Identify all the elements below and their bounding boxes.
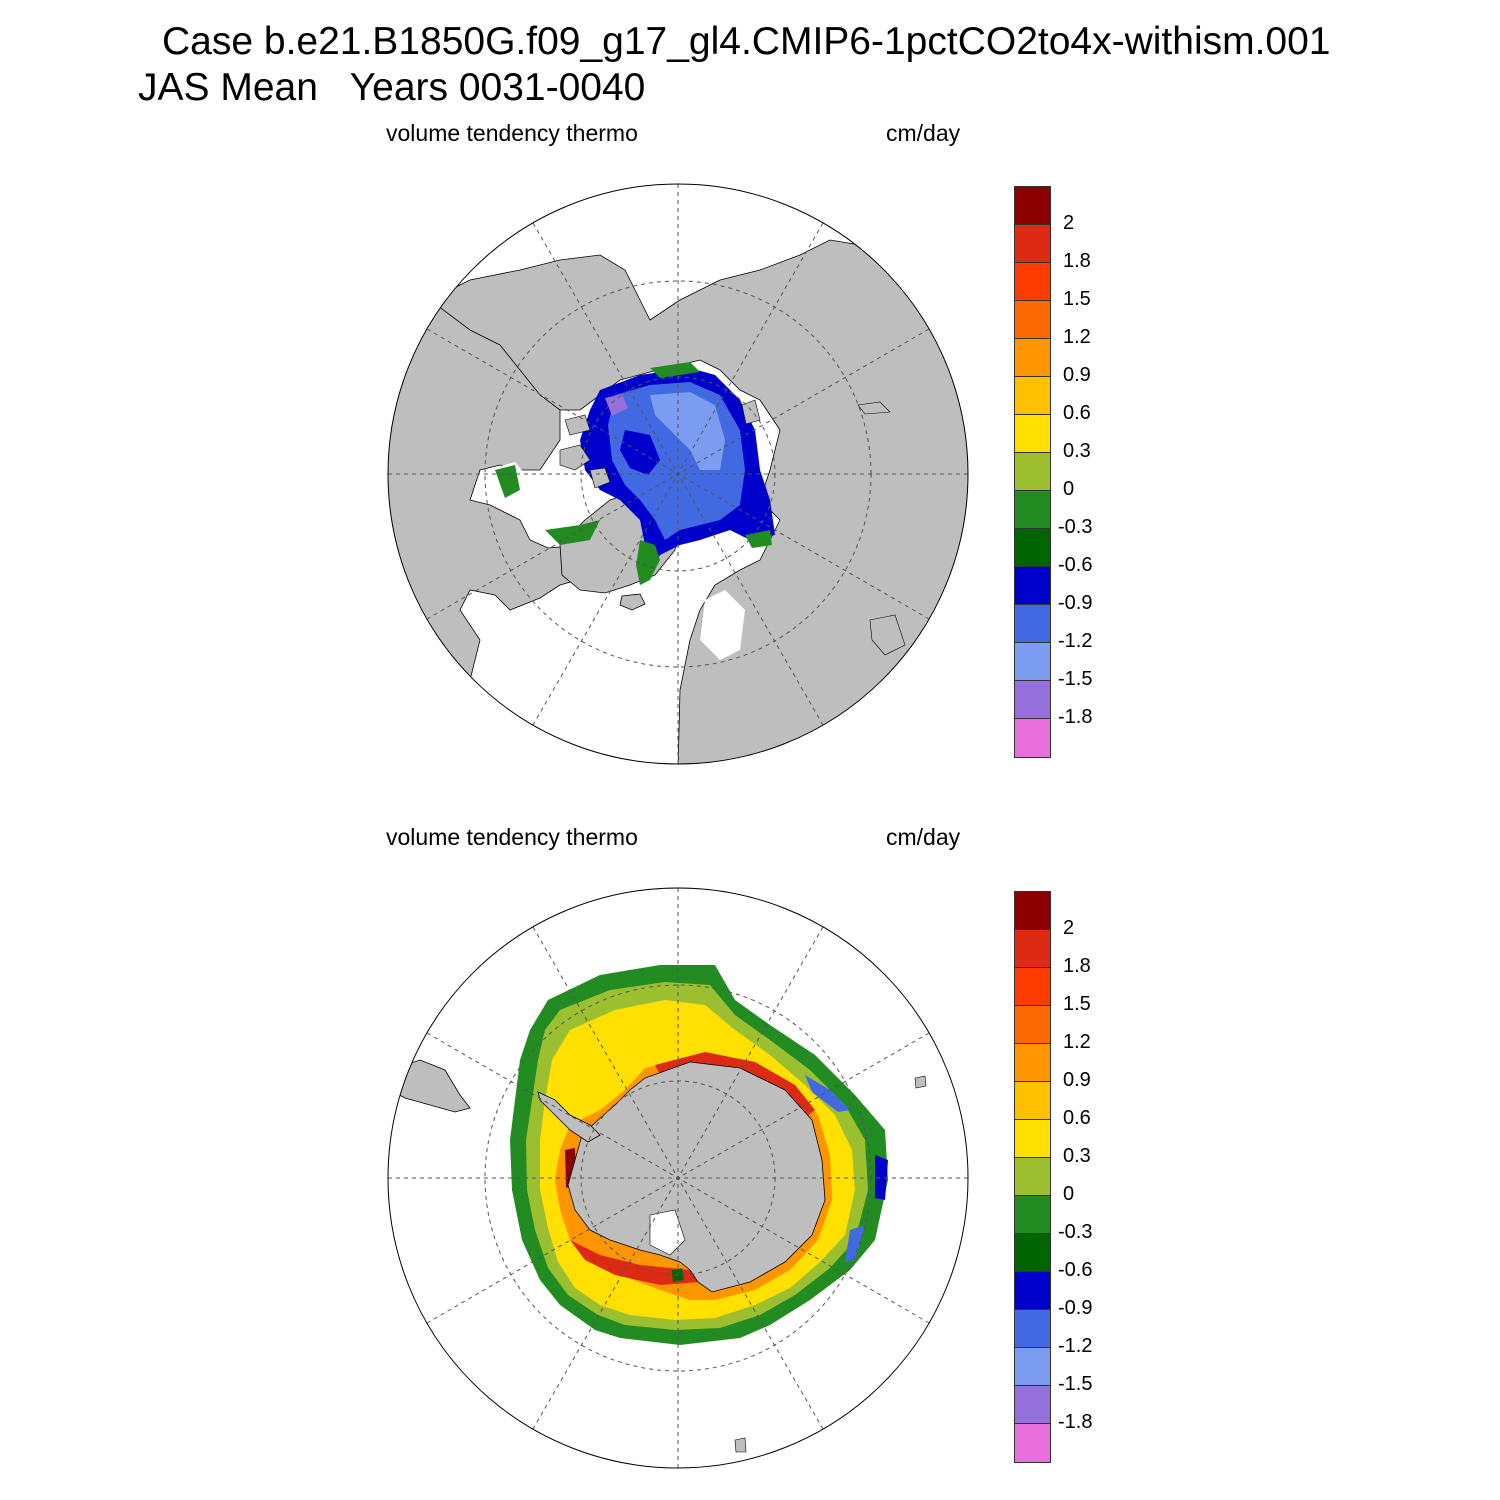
colorbar-swatch	[1015, 1082, 1050, 1120]
colorbar-tick-label: 0	[1063, 478, 1075, 500]
colorbar-tick-label: -0.6	[1058, 1259, 1093, 1281]
colorbar-tick-label: -0.9	[1058, 1297, 1093, 1319]
colorbar-tick-label: 1.2	[1063, 1031, 1091, 1053]
antarctic-land-peninsula	[537, 1091, 601, 1143]
north-colorbar	[1014, 186, 1051, 758]
colorbar-swatch	[1015, 301, 1050, 339]
colorbar-swatch	[1015, 719, 1050, 757]
colorbar-tick-label: -1.2	[1058, 1335, 1093, 1357]
colorbar-swatch	[1015, 529, 1050, 567]
colorbar-tick-label: 0.9	[1063, 1069, 1091, 1091]
arctic-sea-ice-violet-patch	[605, 394, 628, 416]
north-panel-variable-label: volume tendency thermo	[386, 120, 638, 146]
colorbar-swatch	[1015, 1158, 1050, 1196]
colorbar-tick-label: -0.3	[1058, 1221, 1093, 1243]
antarctic-gridlines	[388, 888, 968, 1468]
colorbar-tick-label: 0.9	[1063, 364, 1091, 386]
figure-title-line1: Case b.e21.B1850G.f09_g17_gl4.CMIP6-1pct…	[162, 20, 1331, 63]
colorbar-tick-label: -0.6	[1058, 554, 1093, 576]
colorbar-swatch	[1015, 930, 1050, 968]
colorbar-tick-label: 0.3	[1063, 1145, 1091, 1167]
figure-title-line2: JAS Mean Years 0031-0040	[138, 66, 646, 109]
colorbar-swatch	[1015, 643, 1050, 681]
colorbar-tick-label: 0.6	[1063, 1107, 1091, 1129]
colorbar-tick-label: -1.2	[1058, 630, 1093, 652]
colorbar-tick-label: 1.5	[1063, 993, 1091, 1015]
colorbar-tick-label: 1.2	[1063, 326, 1091, 348]
antarctic-map	[387, 887, 969, 1469]
colorbar-swatch	[1015, 605, 1050, 643]
arctic-gridlines	[388, 184, 968, 764]
colorbar-swatch	[1015, 968, 1050, 1006]
south-colorbar	[1014, 891, 1051, 1463]
colorbar-swatch	[1015, 415, 1050, 453]
colorbar-swatch	[1015, 567, 1050, 605]
colorbar-tick-label: 1.5	[1063, 288, 1091, 310]
colorbar-swatch	[1015, 1044, 1050, 1082]
colorbar-swatch	[1015, 225, 1050, 263]
colorbar-swatch	[1015, 491, 1050, 529]
south-panel-units-label: cm/day	[886, 824, 961, 850]
colorbar-swatch	[1015, 681, 1050, 719]
colorbar-swatch	[1015, 1196, 1050, 1234]
colorbar-tick-label: 2	[1063, 212, 1075, 234]
colorbar-swatch	[1015, 1272, 1050, 1310]
arctic-ice-edge-green	[636, 540, 660, 585]
colorbar-tick-label: -0.9	[1058, 592, 1093, 614]
arctic-sea-ice-dark-core	[620, 430, 660, 475]
arctic-map-border	[387, 183, 969, 765]
colorbar-swatch	[1015, 339, 1050, 377]
arctic-sea-ice-light-blue	[650, 392, 725, 470]
colorbar-swatch	[1015, 1310, 1050, 1348]
colorbar-swatch	[1015, 1424, 1050, 1462]
colorbar-tick-label: -1.5	[1058, 668, 1093, 690]
arctic-map	[387, 183, 969, 765]
arctic-land-iceland	[619, 593, 646, 611]
colorbar-swatch	[1015, 892, 1050, 930]
colorbar-tick-label: 0.3	[1063, 440, 1091, 462]
colorbar-tick-label: 1.8	[1063, 955, 1091, 977]
colorbar-tick-label: -1.5	[1058, 1373, 1093, 1395]
colorbar-swatch	[1015, 1006, 1050, 1044]
colorbar-swatch	[1015, 187, 1050, 225]
antarctic-sea-ice-blue-patch	[805, 1075, 850, 1112]
colorbar-swatch	[1015, 1348, 1050, 1386]
colorbar-swatch	[1015, 1120, 1050, 1158]
north-panel-units-label: cm/day	[886, 120, 961, 146]
colorbar-tick-label: 0	[1063, 1183, 1075, 1205]
colorbar-tick-label: 2	[1063, 917, 1075, 939]
colorbar-tick-label: -1.8	[1058, 1411, 1093, 1433]
colorbar-swatch	[1015, 263, 1050, 301]
colorbar-swatch	[1015, 1234, 1050, 1272]
colorbar-swatch	[1015, 1386, 1050, 1424]
antarctic-land-antarctica	[567, 1061, 826, 1293]
colorbar-tick-label: 1.8	[1063, 250, 1091, 272]
south-panel-variable-label: volume tendency thermo	[386, 824, 638, 850]
colorbar-tick-label: -1.8	[1058, 706, 1093, 728]
antarctic-map-border	[387, 887, 969, 1469]
colorbar-tick-label: 0.6	[1063, 402, 1091, 424]
colorbar-tick-label: -0.3	[1058, 516, 1093, 538]
colorbar-swatch	[1015, 377, 1050, 415]
colorbar-swatch	[1015, 453, 1050, 491]
